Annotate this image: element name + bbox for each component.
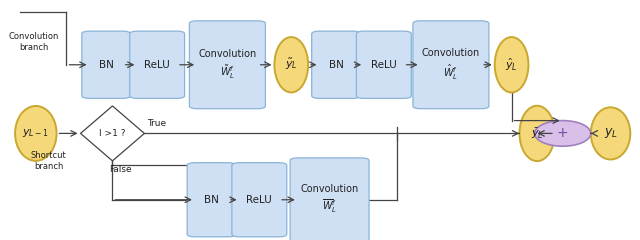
Text: l >1 ?: l >1 ? xyxy=(99,129,125,138)
Polygon shape xyxy=(81,106,145,161)
FancyBboxPatch shape xyxy=(187,163,236,237)
Text: ReLU: ReLU xyxy=(246,195,272,205)
FancyBboxPatch shape xyxy=(189,21,266,109)
Text: Convolution
branch: Convolution branch xyxy=(8,32,59,52)
FancyBboxPatch shape xyxy=(356,31,412,98)
Text: True: True xyxy=(148,119,166,128)
Text: $\bar{y}_L$: $\bar{y}_L$ xyxy=(531,126,543,140)
FancyBboxPatch shape xyxy=(312,31,360,98)
Text: $y_L$: $y_L$ xyxy=(604,126,618,140)
Text: Convolution
$\tilde{W}_L^f$: Convolution $\tilde{W}_L^f$ xyxy=(198,49,257,81)
Text: $\hat{y}_L$: $\hat{y}_L$ xyxy=(505,57,518,73)
Ellipse shape xyxy=(275,37,308,92)
Ellipse shape xyxy=(591,107,630,160)
Text: Convolution
$\hat{W}_L^f$: Convolution $\hat{W}_L^f$ xyxy=(422,48,480,82)
FancyBboxPatch shape xyxy=(130,31,184,98)
Text: +: + xyxy=(557,126,568,140)
Text: ReLU: ReLU xyxy=(371,60,397,70)
Ellipse shape xyxy=(495,37,529,92)
Text: BN: BN xyxy=(204,195,219,205)
Text: $\tilde{y}_L$: $\tilde{y}_L$ xyxy=(285,57,298,72)
Text: BN: BN xyxy=(99,60,113,70)
Ellipse shape xyxy=(520,106,555,161)
Text: BN: BN xyxy=(328,60,344,70)
Text: False: False xyxy=(109,165,132,174)
FancyBboxPatch shape xyxy=(82,31,131,98)
FancyBboxPatch shape xyxy=(290,158,369,240)
FancyBboxPatch shape xyxy=(413,21,489,109)
Ellipse shape xyxy=(15,106,56,161)
Text: $y_{L-1}$: $y_{L-1}$ xyxy=(22,127,49,139)
Ellipse shape xyxy=(534,120,591,146)
FancyBboxPatch shape xyxy=(232,163,287,237)
Text: Shortcut
branch: Shortcut branch xyxy=(31,151,67,171)
Text: ReLU: ReLU xyxy=(144,60,170,70)
Text: Convolution
$\overline{W}_L^f$: Convolution $\overline{W}_L^f$ xyxy=(300,184,358,215)
